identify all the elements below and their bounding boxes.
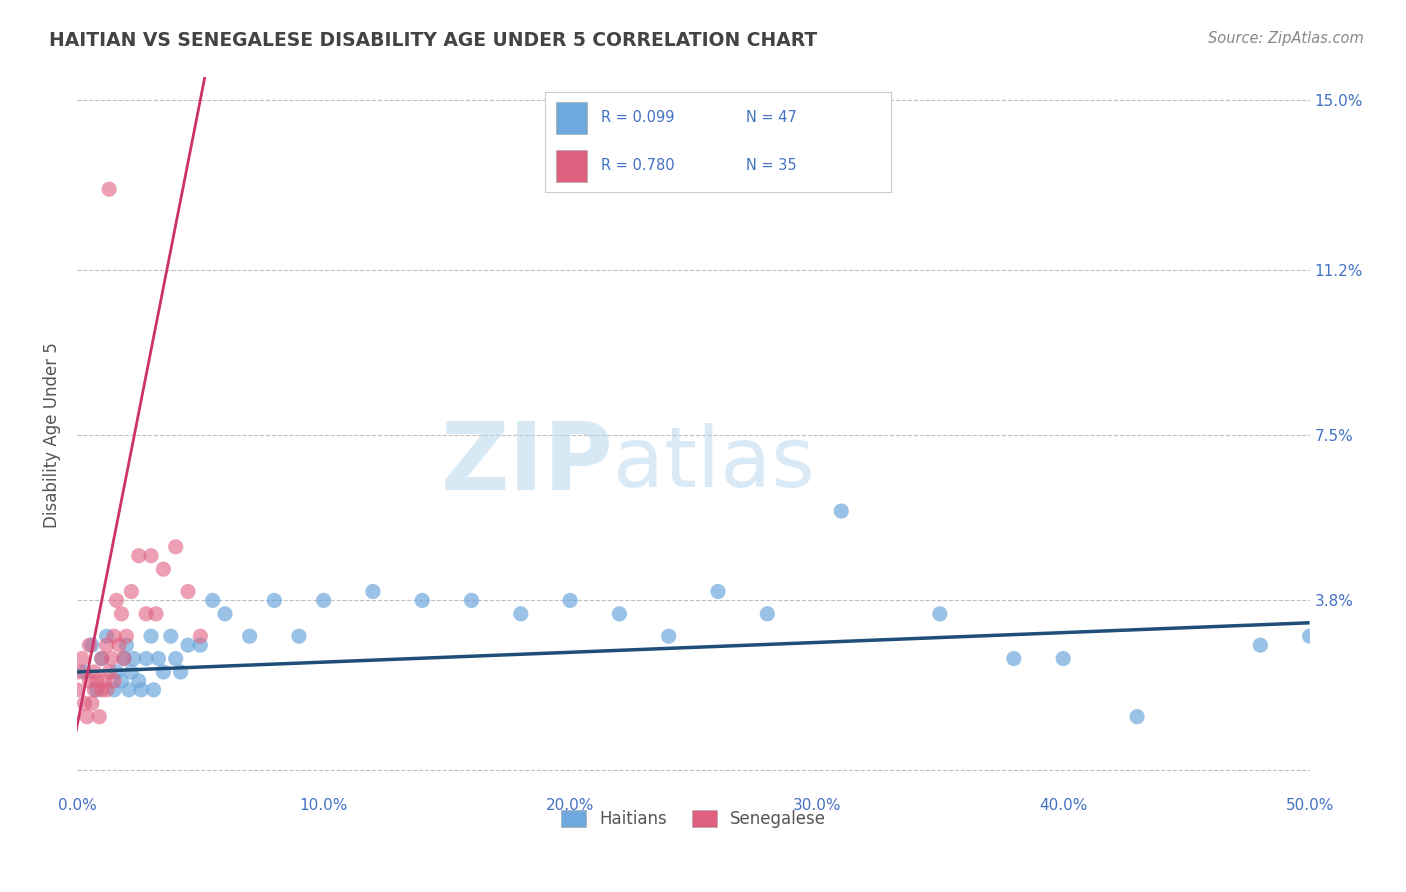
Point [83, 682, 105, 697]
Point [120, 584, 142, 599]
Point [177, 638, 200, 652]
Point [152, 665, 174, 679]
Point [658, 629, 681, 643]
Text: atlas: atlas [613, 423, 815, 504]
Point [112, 651, 135, 665]
Point [128, 549, 150, 563]
Point [79, 638, 101, 652]
Point [707, 584, 730, 599]
Point [128, 673, 150, 688]
Point [73, 696, 96, 710]
Text: ZIP: ZIP [440, 417, 613, 509]
Legend: Haitians, Senegalese: Haitians, Senegalese [554, 803, 832, 834]
Point [103, 629, 125, 643]
Point [509, 607, 531, 621]
Point [188, 638, 211, 652]
Y-axis label: Disability Age Under 5: Disability Age Under 5 [44, 343, 60, 528]
Point [135, 651, 157, 665]
Point [98, 182, 121, 196]
Point [105, 665, 128, 679]
Point [70, 651, 93, 665]
Point [188, 629, 211, 643]
Point [460, 593, 482, 607]
Point [66, 682, 89, 697]
Point [89, 709, 111, 723]
Point [1126, 709, 1149, 723]
Point [120, 665, 142, 679]
Point [263, 593, 285, 607]
Point [80, 638, 103, 652]
Point [165, 540, 187, 554]
Point [110, 673, 132, 688]
Point [73, 665, 96, 679]
Point [90, 651, 112, 665]
Point [108, 638, 131, 652]
Point [135, 607, 157, 621]
Point [201, 593, 224, 607]
Point [103, 682, 125, 697]
Point [756, 607, 779, 621]
Point [152, 562, 174, 576]
Point [86, 673, 108, 688]
Point [110, 607, 132, 621]
Point [142, 682, 165, 697]
Point [69, 665, 91, 679]
Point [1249, 638, 1271, 652]
Point [361, 584, 384, 599]
Point [96, 682, 118, 697]
Point [100, 651, 122, 665]
Point [1002, 651, 1025, 665]
Point [103, 673, 125, 688]
Point [105, 593, 128, 607]
Point [1298, 629, 1320, 643]
Point [239, 629, 262, 643]
Point [90, 682, 112, 697]
Point [312, 593, 335, 607]
Point [928, 607, 950, 621]
Point [148, 651, 170, 665]
Point [558, 593, 581, 607]
Point [79, 673, 101, 688]
Point [609, 607, 631, 621]
Point [112, 651, 135, 665]
Point [169, 665, 191, 679]
Point [115, 629, 138, 643]
Point [86, 682, 108, 697]
Point [1052, 651, 1074, 665]
Point [76, 709, 98, 723]
Point [98, 665, 121, 679]
Point [165, 651, 187, 665]
Point [96, 629, 118, 643]
Point [139, 629, 162, 643]
Point [830, 504, 852, 518]
Point [96, 638, 118, 652]
Point [139, 549, 162, 563]
Point [80, 696, 103, 710]
Point [83, 665, 105, 679]
Point [90, 651, 112, 665]
Point [288, 629, 311, 643]
Point [411, 593, 433, 607]
Point [159, 629, 181, 643]
Text: Source: ZipAtlas.com: Source: ZipAtlas.com [1208, 31, 1364, 46]
Text: HAITIAN VS SENEGALESE DISABILITY AGE UNDER 5 CORRELATION CHART: HAITIAN VS SENEGALESE DISABILITY AGE UND… [49, 31, 817, 50]
Point [115, 638, 138, 652]
Point [93, 673, 115, 688]
Point [145, 607, 167, 621]
Point [177, 584, 200, 599]
Point [214, 607, 236, 621]
Point [122, 651, 145, 665]
Point [118, 682, 141, 697]
Point [129, 682, 152, 697]
